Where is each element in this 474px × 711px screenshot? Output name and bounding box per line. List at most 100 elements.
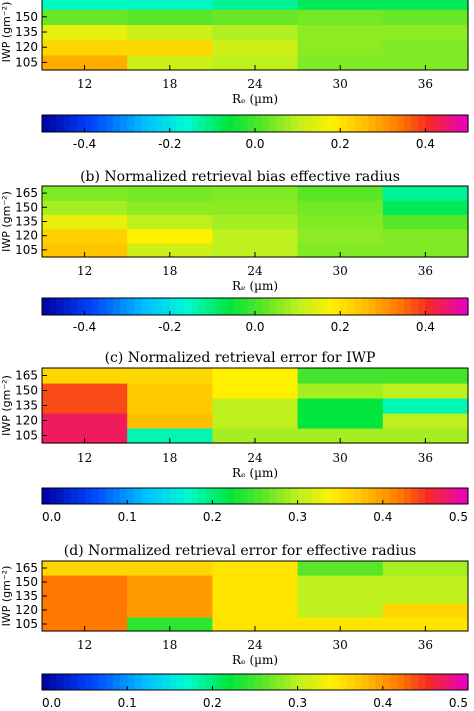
- colorbar-segment: [219, 298, 228, 315]
- colorbar-segment: [155, 674, 164, 690]
- x-tick-label: 30: [333, 451, 348, 465]
- heatmap-cell: [382, 561, 469, 576]
- colorbar-frame: [41, 673, 469, 691]
- y-tick-label: 150: [15, 575, 38, 589]
- colorbar-segment: [418, 298, 426, 315]
- colorbar-segment: [255, 115, 263, 132]
- colorbar-segment: [333, 115, 341, 132]
- colorbar-segment: [63, 298, 71, 315]
- y-axis-label: IWP (gm⁻²): [0, 375, 13, 436]
- colorbar-segment: [127, 115, 135, 132]
- colorbar-segment: [318, 298, 327, 315]
- colorbar-segment: [247, 674, 256, 690]
- x-tick-label: 12: [77, 451, 92, 465]
- colorbar-segment: [233, 674, 242, 690]
- heatmap-cell: [127, 228, 213, 244]
- heatmap-cell: [42, 617, 128, 632]
- heatmap-cell: [127, 242, 213, 258]
- heatmap-cell: [297, 575, 384, 590]
- colorbar-segment: [397, 298, 405, 315]
- colorbar-segment: [148, 488, 157, 504]
- panel-title-b: (b) Normalized retrieval bias effective …: [80, 169, 400, 185]
- x-axis-label: Rₑ (µm): [232, 92, 278, 106]
- colorbar-segment: [169, 674, 178, 690]
- colorbar-tick-label: 0.2: [203, 696, 222, 710]
- colorbar-segment: [70, 115, 79, 132]
- colorbar-segment: [269, 298, 277, 315]
- colorbar-segment: [375, 488, 384, 504]
- colorbar-segment: [276, 298, 284, 315]
- colorbar-segment: [326, 488, 334, 504]
- colorbar-segment: [240, 298, 249, 315]
- colorbar-segment: [460, 674, 469, 690]
- colorbar-segment: [340, 674, 348, 690]
- heatmap-cell: [127, 9, 213, 25]
- colorbar-segment: [162, 115, 171, 132]
- colorbar-tick-label: 0.1: [118, 510, 137, 524]
- colorbar-segment: [368, 298, 377, 315]
- colorbar-segment: [255, 674, 263, 690]
- colorbar-segment: [198, 115, 206, 132]
- colorbar-segment: [113, 298, 121, 315]
- colorbar-segment: [91, 674, 100, 690]
- heatmap-cell: [382, 575, 469, 590]
- colorbar-segment: [276, 674, 284, 690]
- colorbar-segment: [460, 488, 469, 504]
- colorbar-segment: [212, 674, 221, 690]
- heatmap-cell: [212, 589, 299, 604]
- heatmap-cell: [297, 617, 384, 632]
- colorbar-segment: [141, 674, 150, 690]
- colorbar-segment: [432, 298, 441, 315]
- colorbar-segment: [354, 488, 363, 504]
- colorbar-segment: [226, 488, 235, 504]
- colorbar-segment: [148, 298, 157, 315]
- colorbar-segment: [318, 674, 327, 690]
- colorbar-segment: [42, 298, 50, 315]
- colorbar-segment: [262, 298, 270, 315]
- colorbar-segment: [375, 115, 384, 132]
- heatmap-cell: [127, 186, 213, 201]
- colorbar-segment: [176, 674, 185, 690]
- colorbar-segment: [191, 298, 199, 315]
- colorbar-segment: [134, 298, 142, 315]
- colorbar-segment: [49, 298, 57, 315]
- colorbar-segment: [84, 298, 93, 315]
- colorbar-segment: [404, 674, 412, 690]
- heatmap-cell: [297, 428, 384, 444]
- x-tick-label: 12: [77, 638, 92, 652]
- colorbar-segment: [56, 488, 64, 504]
- heatmap-cell: [127, 398, 213, 414]
- heatmap-cell: [382, 9, 469, 25]
- heatmap-cell: [382, 0, 469, 10]
- heatmap-cell: [212, 561, 299, 576]
- heatmap-cell: [127, 603, 213, 618]
- colorbar-tick-label: 0.0: [245, 137, 264, 151]
- colorbar-tick-label: -0.2: [158, 320, 181, 334]
- colorbar-segment: [98, 674, 107, 690]
- heatmap-cell: [297, 368, 384, 384]
- heatmap-cell: [382, 368, 469, 384]
- colorbar-segment: [84, 115, 93, 132]
- colorbar-segment: [418, 488, 426, 504]
- panel-title-d-text: (d) Normalized retrieval error for effec…: [64, 543, 416, 559]
- colorbar-segment: [404, 488, 412, 504]
- colorbar-segment: [91, 488, 100, 504]
- heatmap-cell: [212, 0, 299, 10]
- colorbar-segment: [219, 674, 228, 690]
- colorbar-segment: [198, 674, 206, 690]
- colorbar-segment: [432, 674, 441, 690]
- heatmap-cell: [297, 242, 384, 258]
- x-tick-label: 18: [162, 451, 177, 465]
- colorbar-segment: [375, 298, 384, 315]
- y-tick-label: 165: [15, 186, 38, 200]
- colorbar-segment: [247, 115, 256, 132]
- colorbar-segment: [311, 115, 320, 132]
- colorbar-segment: [368, 115, 377, 132]
- colorbar-segment: [70, 488, 79, 504]
- heatmap-cell: [42, 186, 128, 201]
- x-tick-label: 12: [77, 264, 92, 278]
- colorbar-segment: [340, 298, 348, 315]
- colorbar-segment: [439, 298, 448, 315]
- colorbar-segment: [105, 488, 114, 504]
